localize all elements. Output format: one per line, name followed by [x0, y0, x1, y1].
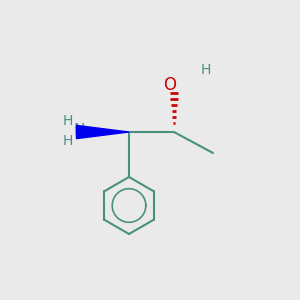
Text: H: H — [63, 134, 73, 148]
Text: H: H — [63, 114, 73, 128]
Text: N: N — [74, 123, 85, 138]
Polygon shape — [76, 125, 129, 139]
Text: O: O — [163, 76, 176, 94]
Text: H: H — [200, 64, 211, 77]
